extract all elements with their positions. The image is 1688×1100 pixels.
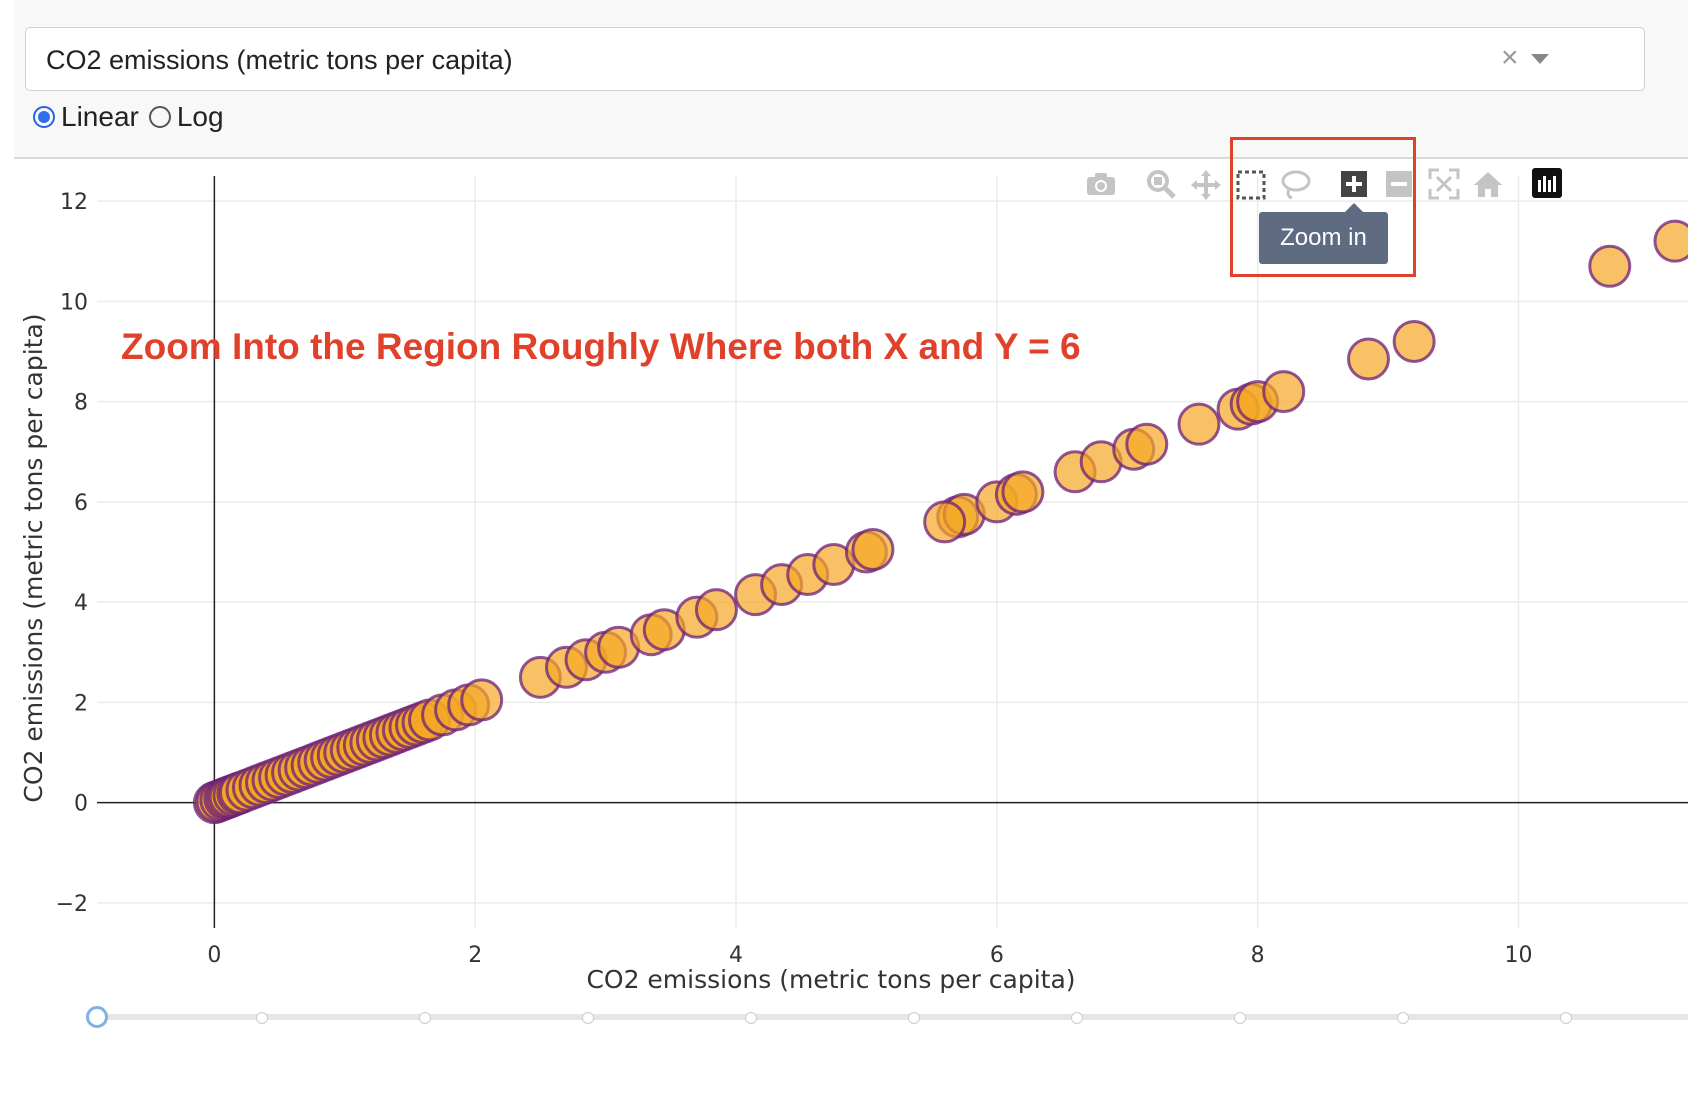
scatter-point[interactable] xyxy=(923,500,967,544)
x-axis-label: CO2 emissions (metric tons per capita) xyxy=(586,965,1075,994)
scatter-point[interactable] xyxy=(851,527,895,571)
y-tick-label: 10 xyxy=(60,290,88,315)
scatter-point[interactable] xyxy=(460,678,504,722)
radio-linear-label[interactable]: Linear xyxy=(61,101,139,132)
autoscale-icon[interactable] xyxy=(1428,168,1460,200)
scatter-point[interactable] xyxy=(1588,244,1632,288)
scatter-point[interactable] xyxy=(1653,219,1688,263)
scatter-point[interactable] xyxy=(1001,470,1045,514)
dropdown-selected-value: CO2 emissions (metric tons per capita) xyxy=(46,45,513,75)
camera-icon[interactable] xyxy=(1087,173,1115,195)
zoom-icon[interactable] xyxy=(1147,170,1176,199)
slider-tick[interactable] xyxy=(419,1012,431,1024)
year-slider-handle[interactable] xyxy=(86,1006,108,1028)
y-tick-label: −2 xyxy=(56,892,88,917)
scatter-point[interactable] xyxy=(1262,370,1306,414)
chart-tick-labels: 0 2 4 6 8 10 −2 0 2 4 6 8 10 12 xyxy=(56,190,1533,968)
zoom-in-tooltip: Zoom in xyxy=(1259,203,1388,264)
y-tick-label: 2 xyxy=(74,691,88,716)
x-tick-label: 10 xyxy=(1504,943,1532,968)
y-tick-label: 6 xyxy=(74,491,88,516)
slider-tick[interactable] xyxy=(1397,1012,1409,1024)
radio-log[interactable] xyxy=(148,106,171,128)
radio-log-label[interactable]: Log xyxy=(176,101,224,132)
y-tick-label: 0 xyxy=(74,792,88,817)
slider-tick[interactable] xyxy=(745,1012,757,1024)
y-tick-label: 12 xyxy=(60,190,88,215)
lasso-select-icon[interactable] xyxy=(1281,170,1311,200)
x-tick-label: 2 xyxy=(468,943,482,968)
highlight-box xyxy=(1230,137,1416,277)
x-tick-label: 4 xyxy=(729,943,743,968)
scatter-point[interactable] xyxy=(1177,402,1221,446)
reset-axes-icon[interactable] xyxy=(1474,172,1502,197)
scatter-point[interactable] xyxy=(694,588,738,632)
plotly-logo-icon[interactable] xyxy=(1532,168,1562,198)
scale-radio-group: Linear Log xyxy=(33,100,234,134)
scatter-point[interactable] xyxy=(1346,337,1390,381)
y-tick-label: 4 xyxy=(74,591,88,616)
slider-tick[interactable] xyxy=(1560,1012,1572,1024)
scatter-point[interactable] xyxy=(1125,422,1169,466)
slider-tick[interactable] xyxy=(1234,1012,1246,1024)
pan-icon[interactable] xyxy=(1191,170,1221,200)
x-tick-label: 6 xyxy=(990,943,1004,968)
slider-tick[interactable] xyxy=(908,1012,920,1024)
zoom-in-icon[interactable] xyxy=(1341,171,1367,197)
indicator-dropdown[interactable]: CO2 emissions (metric tons per capita) × xyxy=(25,27,1645,91)
instruction-annotation: Zoom Into the Region Roughly Where both … xyxy=(121,326,1081,367)
zoom-out-icon[interactable] xyxy=(1386,171,1412,197)
slider-tick[interactable] xyxy=(256,1012,268,1024)
clear-icon[interactable]: × xyxy=(1501,41,1519,74)
scatter-point[interactable] xyxy=(1392,319,1436,363)
modebar xyxy=(1087,168,1562,200)
chevron-down-icon[interactable] xyxy=(1531,54,1549,64)
slider-track[interactable] xyxy=(88,1014,1688,1020)
slider-tick[interactable] xyxy=(582,1012,594,1024)
radio-linear[interactable] xyxy=(33,106,55,128)
x-tick-label: 8 xyxy=(1251,943,1265,968)
x-tick-label: 0 xyxy=(207,943,221,968)
y-axis-label: CO2 emissions (metric tons per capita) xyxy=(19,313,48,802)
slider-tick[interactable] xyxy=(1071,1012,1083,1024)
box-select-icon[interactable] xyxy=(1236,170,1266,200)
chart-points xyxy=(192,219,1688,825)
y-tick-label: 8 xyxy=(74,391,88,416)
scatter-chart[interactable]: 0 2 4 6 8 10 −2 0 2 4 6 8 10 12 CO2 emissions (metric… xyxy=(0,160,1688,1020)
